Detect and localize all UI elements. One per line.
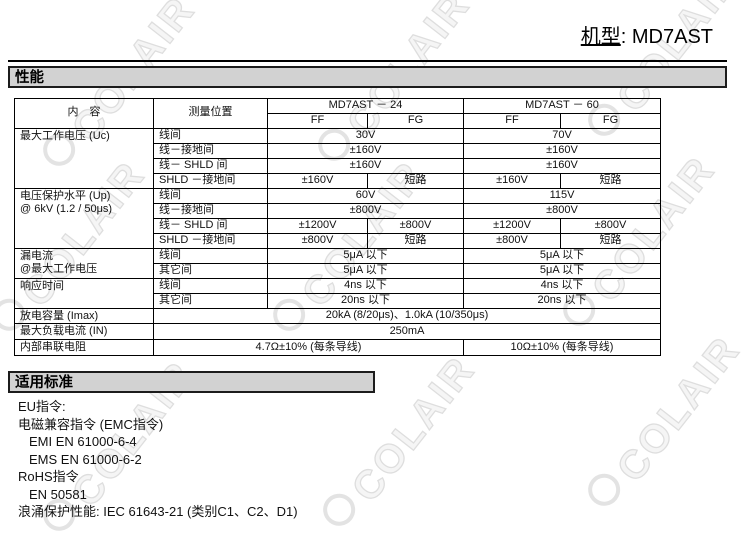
cell-position: 线间 <box>153 277 268 294</box>
cell-value: 30V <box>267 127 464 144</box>
cell-value: ±160V <box>463 157 661 174</box>
header-position: 测量位置 <box>153 98 268 129</box>
cell-position: 其它间 <box>153 292 268 309</box>
cell-value: 115V <box>463 187 661 204</box>
table-header-row: 内 容 测量位置 MD7AST － 24 MD7AST － 60 <box>14 98 661 129</box>
cell-value: 20kA (8/20μs)、1.0kA (10/350μs) <box>153 307 661 325</box>
cell-value: 5μA 以下 <box>463 262 661 279</box>
header-rule <box>8 60 727 62</box>
header-fg-60: FG <box>560 112 661 129</box>
cell-value: 4.7Ω±10% (每条导线) <box>153 339 464 356</box>
standards-line: EU指令: <box>18 399 66 414</box>
cell-value: 短路 <box>560 232 661 249</box>
header-fg-24: FG <box>367 112 464 129</box>
standards-line: EN 50581 <box>29 486 87 502</box>
header-model-60: MD7AST － 60 <box>463 98 661 114</box>
table-header-row: FF FG FF FG <box>15 112 661 129</box>
cell-position: SHLD －接地间 <box>153 172 268 189</box>
standards-line: EMS EN 61000-6-2 <box>29 451 142 467</box>
cell-value: 5μA 以下 <box>267 247 464 264</box>
row-label-protection-level: 电压保护水平 (Up) @ 6kV (1.2 / 50μs) <box>14 187 154 249</box>
standards-line: RoHS指令 <box>18 469 79 484</box>
cell-value: 短路 <box>367 232 464 249</box>
header-content: 内 容 <box>14 98 154 129</box>
cell-value: 5μA 以下 <box>267 262 464 279</box>
cell-value: 70V <box>463 127 661 144</box>
row-label-discharge-capacity: 放电容量 (Imax) <box>14 307 154 325</box>
cell-value: 60V <box>267 187 464 204</box>
row-label-line1: 电压保护水平 (Up) <box>20 189 111 202</box>
cell-value: ±160V <box>267 172 368 189</box>
cell-value: ±160V <box>267 142 464 159</box>
row-label-line1: 漏电流 <box>20 249 53 262</box>
standards-line: 电磁兼容指令 (EMC指令) <box>18 416 164 432</box>
cell-value: 20ns 以下 <box>267 292 464 309</box>
cell-position: 线间 <box>153 127 268 144</box>
standards-list: EU指令: 电磁兼容指令 (EMC指令) EMI EN 61000-6-4 EM… <box>18 398 298 521</box>
table-row: 响应时间 线间 4ns 以下 4ns 以下 <box>14 277 661 309</box>
cell-value: ±1200V <box>463 217 561 234</box>
row-label-max-load-current: 最大负载电流 (IN) <box>14 323 154 340</box>
table-row: 线－接地间 ±800V ±800V <box>15 202 661 219</box>
cell-value: ±160V <box>463 142 661 159</box>
cell-value: 10Ω±10% (每条导线) <box>463 339 661 356</box>
header-model-24: MD7AST － 24 <box>267 98 464 114</box>
table-row: 线－ SHLD 间 ±160V ±160V <box>15 157 661 174</box>
cell-value: 4ns 以下 <box>463 277 661 294</box>
cell-value: ±800V <box>560 217 661 234</box>
cell-value: ±800V <box>463 202 661 219</box>
cell-value: 4ns 以下 <box>267 277 464 294</box>
standards-line: 浪涌保护性能: IEC 61643-21 (类别C1、C2、D1) <box>18 504 298 519</box>
model-label: 机型 <box>580 26 621 48</box>
table-row: 其它间 20ns 以下 20ns 以下 <box>15 292 661 309</box>
row-label-line2: @ 6kV (1.2 / 50μs) <box>20 203 113 216</box>
row-label-leakage-current: 漏电流 @最大工作电压 <box>14 247 154 279</box>
row-label-max-voltage: 最大工作电压 (Uc) <box>14 127 154 189</box>
model-separator: : <box>620 26 632 48</box>
cell-value: ±1200V <box>267 217 368 234</box>
cell-position: SHLD －接地间 <box>153 232 268 249</box>
row-label-response-time: 响应时间 <box>14 277 154 309</box>
cell-position: 线－ SHLD 间 <box>153 157 268 174</box>
model-value: MD7AST <box>631 26 713 48</box>
table-row: 漏电流 @最大工作电压 线间 5μA 以下 5μA 以下 <box>14 247 661 279</box>
page-title: 机型: MD7AST <box>581 20 713 49</box>
row-label-line2: @最大工作电压 <box>20 263 98 276</box>
cell-value: ±800V <box>463 232 561 249</box>
table-row: 电压保护水平 (Up) @ 6kV (1.2 / 50μs) 线间 60V 11… <box>14 187 661 249</box>
cell-value: ±800V <box>367 217 464 234</box>
header-ff-24: FF <box>267 112 368 129</box>
cell-position: 线间 <box>153 187 268 204</box>
cell-position: 线－ SHLD 间 <box>153 217 268 234</box>
cell-position: 线－接地间 <box>153 142 268 159</box>
cell-value: 250mA <box>153 323 661 340</box>
table-row: 最大工作电压 (Uc) 线间 30V 70V <box>14 127 661 189</box>
table-row: 线－ SHLD 间 ±1200V ±800V ±1200V ±800V <box>15 217 661 234</box>
section-header-standards: 适用标准 <box>8 371 375 393</box>
cell-value: 20ns 以下 <box>463 292 661 309</box>
cell-value: 短路 <box>560 172 661 189</box>
standards-line: EMI EN 61000-6-4 <box>29 434 137 449</box>
cell-position: 线间 <box>153 247 268 264</box>
cell-position: 线－接地间 <box>153 202 268 219</box>
cell-value: ±800V <box>267 202 464 219</box>
section-header-performance: 性能 <box>8 66 727 88</box>
table-row: 其它间 5μA 以下 5μA 以下 <box>15 262 661 279</box>
table-row: 最大负载电流 (IN) 250mA <box>14 323 661 340</box>
header-ff-60: FF <box>463 112 561 129</box>
cell-value: 短路 <box>367 172 464 189</box>
table-row: 放电容量 (Imax) 20kA (8/20μs)、1.0kA (10/350μ… <box>14 307 661 325</box>
cell-position: 其它间 <box>153 262 268 279</box>
row-label-series-resistance: 内部串联电阻 <box>14 339 154 356</box>
cell-value: ±160V <box>267 157 464 174</box>
performance-table: 内 容 测量位置 MD7AST － 24 MD7AST － 60 FF FG F… <box>14 98 661 356</box>
cell-value: ±160V <box>463 172 561 189</box>
cell-value: ±800V <box>267 232 368 249</box>
cell-value: 5μA 以下 <box>463 247 661 264</box>
table-row: 内部串联电阻 4.7Ω±10% (每条导线) 10Ω±10% (每条导线) <box>14 339 661 356</box>
